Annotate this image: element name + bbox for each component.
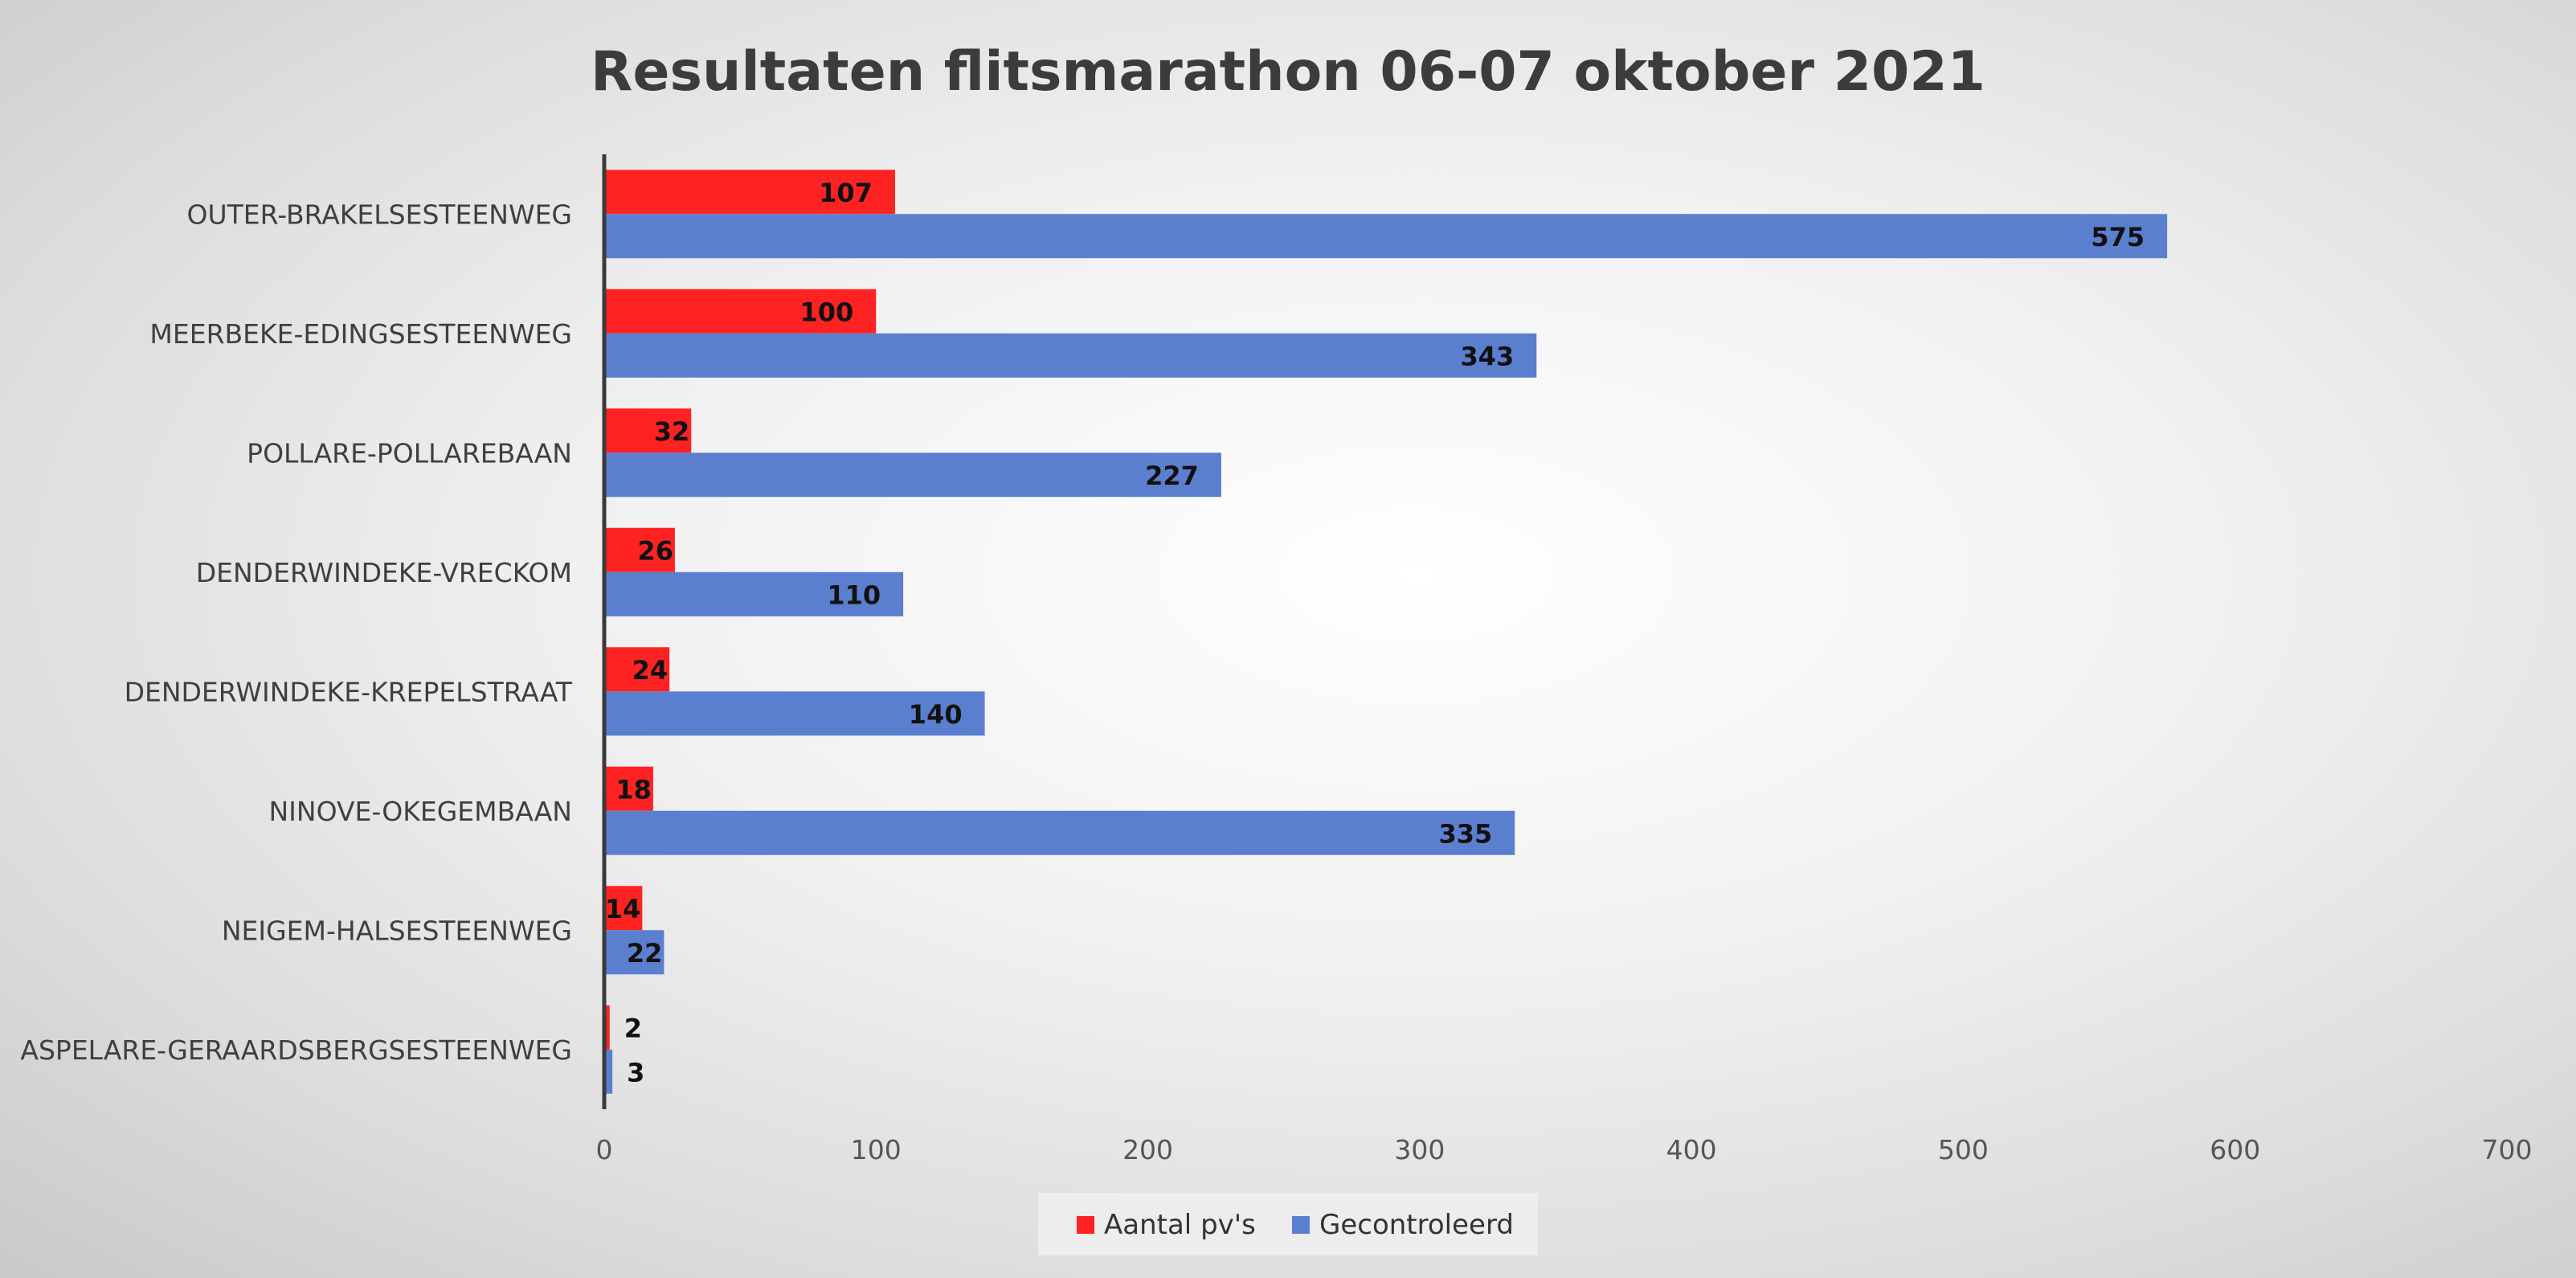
legend-swatch-gecontroleerd <box>1292 1216 1310 1234</box>
data-label-aantal-pv-s-outer-brakelsesteenweg: 107 <box>819 178 873 208</box>
bar-gecontroleerd-aspelare-geraardsbergsesteenweg <box>604 1049 613 1094</box>
data-label-aantal-pv-s-aspelare-geraardsbergsesteenweg: 2 <box>624 1013 642 1043</box>
data-label-aantal-pv-s-denderwindeke-krepelstraat: 24 <box>632 655 669 686</box>
bar-aantal-pv-s-neigem-halsesteenweg <box>604 886 643 931</box>
legend-label-gecontroleerd: Gecontroleerd <box>1319 1209 1514 1241</box>
category-label-aspelare-geraardsbergsesteenweg: ASPELARE-GERAARDSBERGSESTEENWEG <box>20 1034 572 1066</box>
x-tick-label-100: 100 <box>851 1134 902 1165</box>
data-label-gecontroleerd-meerbeke-edingsesteenweg: 343 <box>1461 341 1515 371</box>
chart-title: Resultaten flitsmarathon 06-07 oktober 2… <box>591 40 1985 104</box>
category-label-outer-brakelsesteenweg: OUTER-BRAKELSESTEENWEG <box>187 199 572 230</box>
bar-gecontroleerd-meerbeke-edingsesteenweg <box>604 333 1537 378</box>
bar-aantal-pv-s-denderwindeke-vreckom <box>604 527 675 572</box>
x-tick-label-500: 500 <box>1938 1134 1989 1165</box>
data-label-gecontroleerd-neigem-halsesteenweg: 22 <box>627 938 663 969</box>
bar-gecontroleerd-ninove-okegembaan <box>604 810 1515 855</box>
category-label-pollare-pollarebaan: POLLARE-POLLAREBAAN <box>247 437 572 469</box>
x-axis-ticks: 0 100 200 300 400 500 600 700 <box>596 1134 2533 1165</box>
category-label-neigem-halsesteenweg: NEIGEM-HALSESTEENWEG <box>222 915 572 946</box>
legend: Aantal pv's Gecontroleerd <box>1038 1193 1538 1255</box>
bar-aantal-pv-s-aspelare-geraardsbergsesteenweg <box>604 1005 610 1050</box>
x-tick-label-600: 600 <box>2210 1134 2260 1165</box>
data-label-aantal-pv-s-pollare-pollarebaan: 32 <box>654 416 690 447</box>
bar-gecontroleerd-pollare-pollarebaan <box>604 453 1221 498</box>
bar-aantal-pv-s-pollare-pollarebaan <box>604 408 692 453</box>
bar-gecontroleerd-denderwindeke-vreckom <box>604 571 904 616</box>
bars <box>604 170 2168 1094</box>
legend-box <box>1038 1193 1538 1255</box>
legend-swatch-aantal-pvs <box>1077 1216 1094 1234</box>
gridlines <box>874 154 2509 1109</box>
legend-label-aantal-pvs: Aantal pv's <box>1104 1209 1256 1241</box>
x-tick-label-400: 400 <box>1666 1134 1717 1165</box>
category-labels: OUTER-BRAKELSESTEENWEG MEERBEKE-EDINGSEST… <box>20 199 572 1066</box>
bar-aantal-pv-s-outer-brakelsesteenweg <box>604 170 895 215</box>
data-label-gecontroleerd-ninove-okegembaan: 335 <box>1438 818 1492 849</box>
category-label-meerbeke-edingsesteenweg: MEERBEKE-EDINGSESTEENWEG <box>149 318 572 350</box>
category-label-denderwindeke-vreckom: DENDERWINDEKE-VRECKOM <box>196 557 572 588</box>
data-label-gecontroleerd-aspelare-geraardsbergsesteenweg: 3 <box>627 1057 644 1088</box>
bar-gecontroleerd-neigem-halsesteenweg <box>604 930 664 975</box>
data-label-aantal-pv-s-neigem-halsesteenweg: 14 <box>605 894 641 924</box>
bar-gecontroleerd-denderwindeke-krepelstraat <box>604 691 985 736</box>
data-label-gecontroleerd-pollare-pollarebaan: 227 <box>1145 461 1199 491</box>
x-tick-label-0: 0 <box>596 1134 613 1165</box>
data-label-aantal-pv-s-denderwindeke-vreckom: 26 <box>637 535 673 566</box>
x-tick-label-300: 300 <box>1394 1134 1445 1165</box>
x-tick-label-200: 200 <box>1122 1134 1173 1165</box>
data-label-gecontroleerd-denderwindeke-vreckom: 110 <box>827 580 881 610</box>
data-label-gecontroleerd-denderwindeke-krepelstraat: 140 <box>909 699 963 730</box>
data-label-aantal-pv-s-meerbeke-edingsesteenweg: 100 <box>799 297 853 327</box>
bar-gecontroleerd-outer-brakelsesteenweg <box>604 214 2168 259</box>
category-label-ninove-okegembaan: NINOVE-OKEGEMBAAN <box>268 796 572 827</box>
bar-aantal-pv-s-meerbeke-edingsesteenweg <box>604 289 877 334</box>
category-label-denderwindeke-krepelstraat: DENDERWINDEKE-KREPELSTRAAT <box>125 676 573 707</box>
bar-aantal-pv-s-ninove-okegembaan <box>604 766 653 811</box>
bar-aantal-pv-s-denderwindeke-krepelstraat <box>604 647 670 692</box>
x-tick-label-700: 700 <box>2482 1134 2533 1165</box>
data-label-aantal-pv-s-ninove-okegembaan: 18 <box>615 774 652 805</box>
data-label-gecontroleerd-outer-brakelsesteenweg: 575 <box>2091 222 2145 252</box>
